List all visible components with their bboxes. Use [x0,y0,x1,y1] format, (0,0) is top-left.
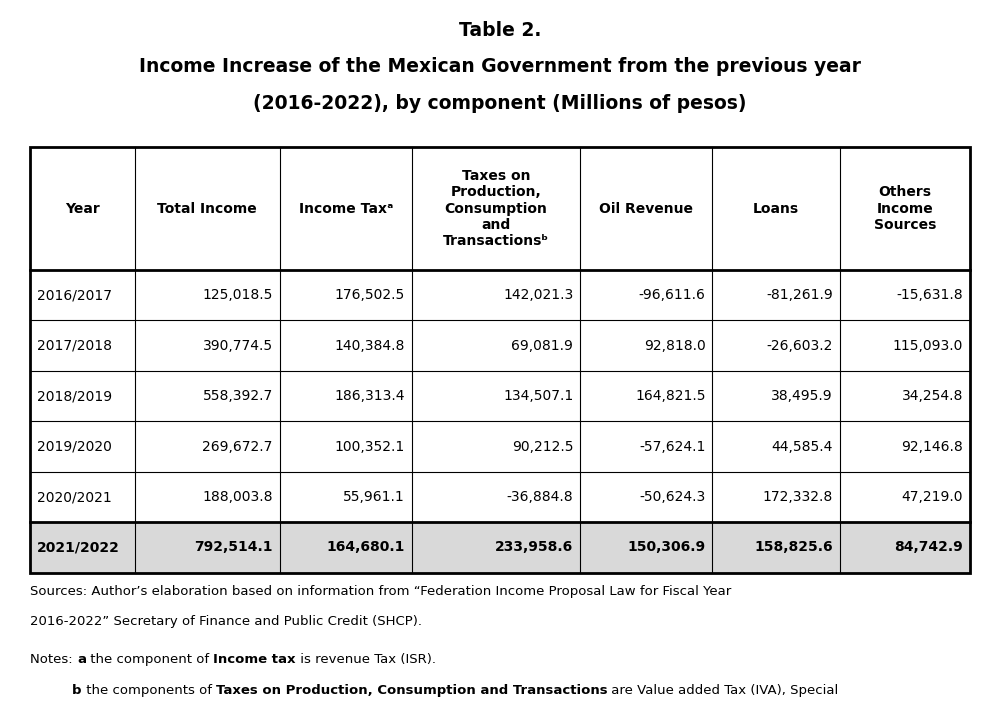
Text: -15,631.8: -15,631.8 [896,288,963,302]
Text: 188,003.8: 188,003.8 [202,490,273,504]
Text: Others
Income
Sources: Others Income Sources [874,185,936,232]
Text: 2017/2018: 2017/2018 [37,339,112,353]
Text: Notes:: Notes: [30,653,77,667]
Text: Sources: Author’s elaboration based on information from “Federation Income Propo: Sources: Author’s elaboration based on i… [30,585,731,599]
Text: 186,313.4: 186,313.4 [334,389,405,403]
Text: 55,961.1: 55,961.1 [343,490,405,504]
Text: 100,352.1: 100,352.1 [335,440,405,454]
Text: 134,507.1: 134,507.1 [503,389,573,403]
Bar [30,522,970,573]
Text: 84,742.9: 84,742.9 [894,540,963,554]
Text: Income Taxᵃ: Income Taxᵃ [299,202,393,215]
Text: 233,958.6: 233,958.6 [495,540,573,554]
Text: -96,611.6: -96,611.6 [639,288,705,302]
Text: 792,514.1: 792,514.1 [194,540,273,554]
Text: Year: Year [65,202,100,215]
Text: 69,081.9: 69,081.9 [511,339,573,353]
Text: Total Income: Total Income [157,202,257,215]
Text: (2016-2022), by component (Millions of pesos): (2016-2022), by component (Millions of p… [253,94,747,113]
Text: 269,672.7: 269,672.7 [202,440,273,454]
Text: 140,384.8: 140,384.8 [334,339,405,353]
Text: 38,495.9: 38,495.9 [771,389,833,403]
Text: 172,332.8: 172,332.8 [763,490,833,504]
Text: Oil Revenue: Oil Revenue [599,202,693,215]
Text: 90,212.5: 90,212.5 [512,440,573,454]
Text: 2021/2022: 2021/2022 [37,540,120,554]
Text: 2016/2017: 2016/2017 [37,288,112,302]
Text: Taxes on Production, Consumption and Transactions: Taxes on Production, Consumption and Tra… [216,684,607,697]
Text: 150,306.9: 150,306.9 [627,540,705,554]
Text: 176,502.5: 176,502.5 [335,288,405,302]
Text: the component of: the component of [86,653,213,667]
Text: -81,261.9: -81,261.9 [766,288,833,302]
Text: Loans: Loans [753,202,799,215]
Text: -50,624.3: -50,624.3 [639,490,705,504]
Text: 115,093.0: 115,093.0 [893,339,963,353]
Text: b: b [72,684,82,697]
Text: is revenue Tax (ISR).: is revenue Tax (ISR). [296,653,436,667]
Text: 2019/2020: 2019/2020 [37,440,112,454]
Text: 158,825.6: 158,825.6 [754,540,833,554]
Text: -57,624.1: -57,624.1 [639,440,705,454]
Text: the components of: the components of [82,684,216,697]
Text: Income Increase of the Mexican Government from the previous year: Income Increase of the Mexican Governmen… [139,57,861,76]
Text: a: a [77,653,86,667]
Text: 92,818.0: 92,818.0 [644,339,705,353]
Text: 125,018.5: 125,018.5 [202,288,273,302]
Text: Taxes on
Production,
Consumption
and
Transactionsᵇ: Taxes on Production, Consumption and Tra… [443,169,549,248]
Text: 142,021.3: 142,021.3 [503,288,573,302]
Text: 2020/2021: 2020/2021 [37,490,112,504]
Text: 164,821.5: 164,821.5 [635,389,705,403]
Text: are Value added Tax (IVA), Special: are Value added Tax (IVA), Special [607,684,839,697]
Text: 558,392.7: 558,392.7 [202,389,273,403]
Text: 164,680.1: 164,680.1 [326,540,405,554]
Text: 2018/2019: 2018/2019 [37,389,112,403]
Text: 34,254.8: 34,254.8 [902,389,963,403]
Text: 2016-2022” Secretary of Finance and Public Credit (SHCP).: 2016-2022” Secretary of Finance and Publ… [30,615,422,628]
Text: -36,884.8: -36,884.8 [507,490,573,504]
Text: Table 2.: Table 2. [459,21,541,40]
Text: 92,146.8: 92,146.8 [901,440,963,454]
Text: 390,774.5: 390,774.5 [203,339,273,353]
Text: -26,603.2: -26,603.2 [766,339,833,353]
Text: 47,219.0: 47,219.0 [902,490,963,504]
Text: 44,585.4: 44,585.4 [771,440,833,454]
Text: Income tax: Income tax [213,653,296,667]
Bar [30,147,970,573]
